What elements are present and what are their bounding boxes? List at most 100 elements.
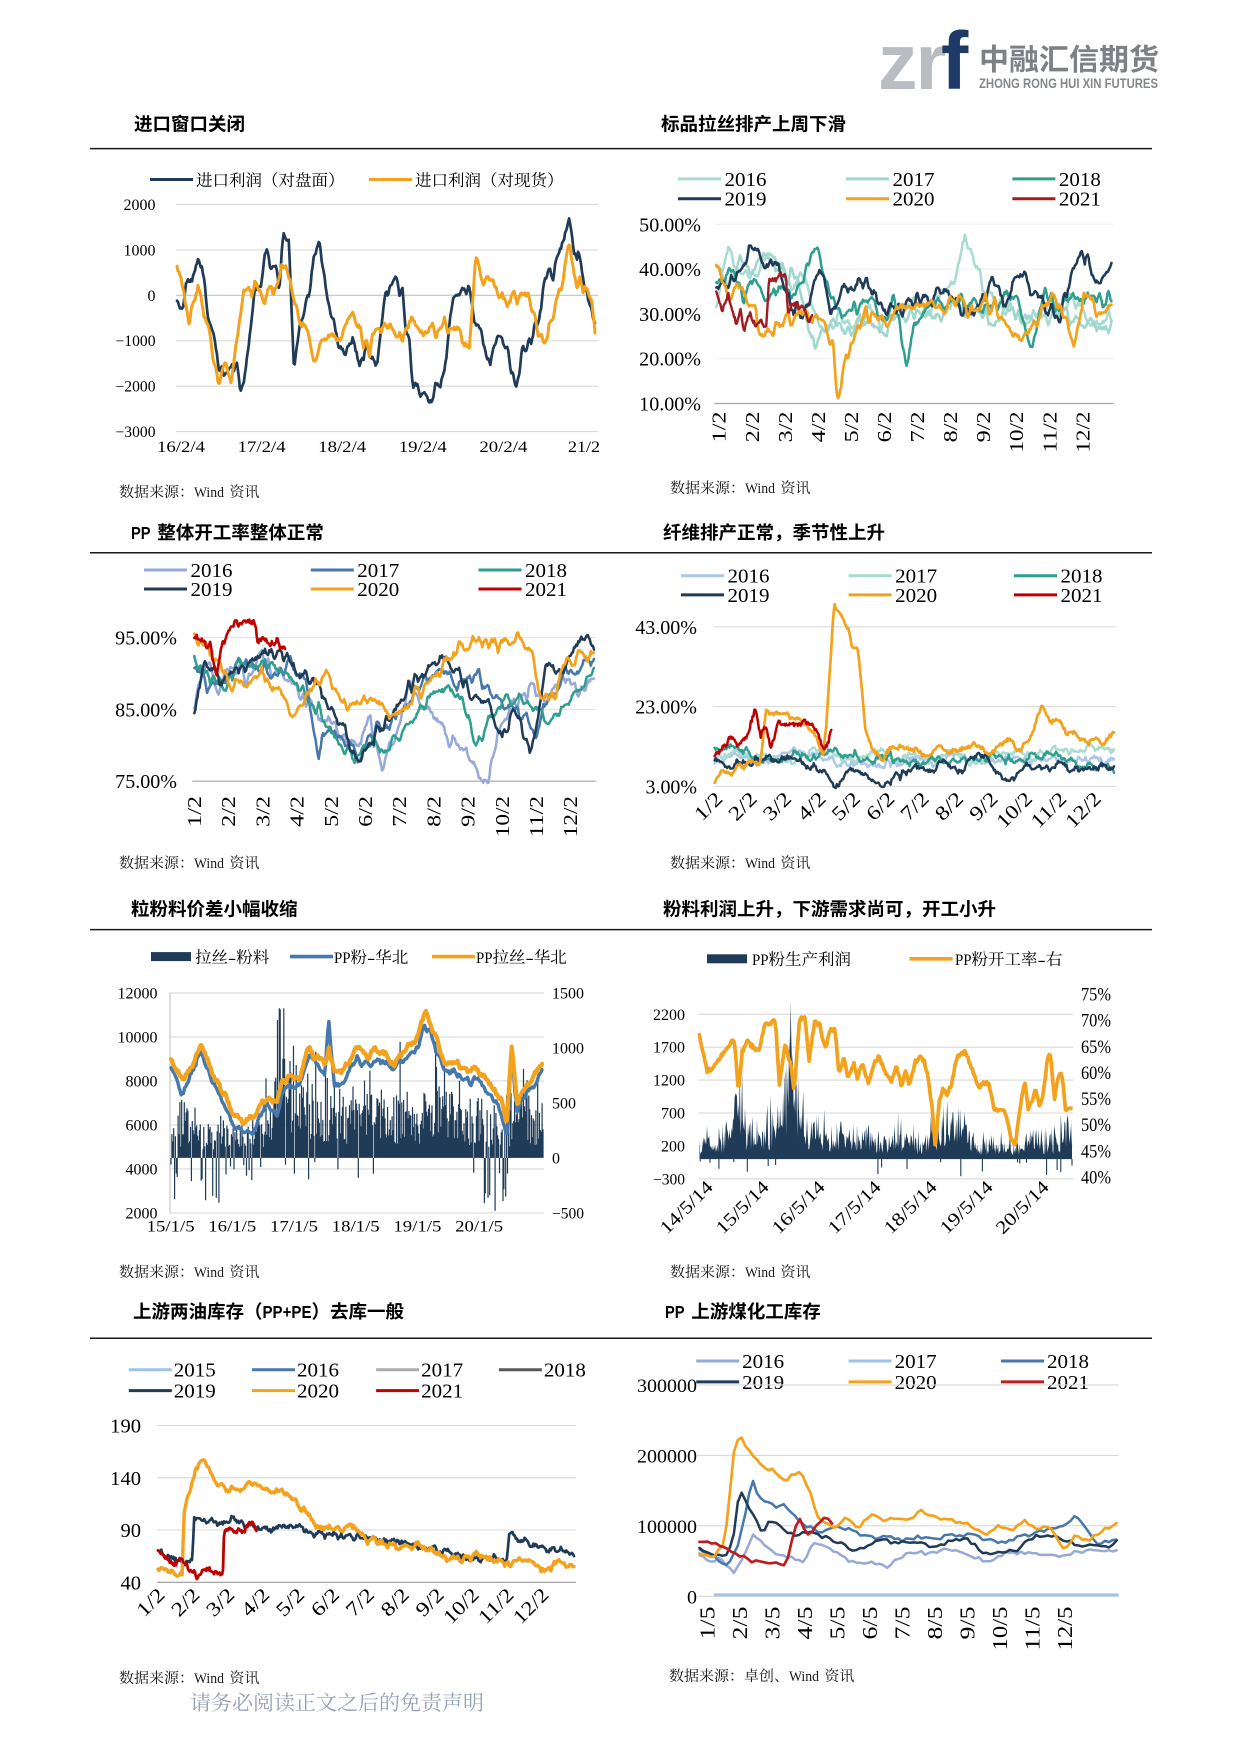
svg-text:11/2: 11/2: [526, 796, 548, 837]
svg-text:16/2/4: 16/2/4: [157, 439, 205, 456]
svg-text:8/2: 8/2: [423, 796, 445, 827]
svg-text:2016: 2016: [297, 1360, 339, 1382]
svg-text:Wind: Wind: [194, 1671, 225, 1687]
svg-text:23.00%: 23.00%: [635, 697, 697, 719]
svg-text:100000: 100000: [637, 1517, 697, 1538]
svg-text:2/5: 2/5: [728, 1607, 752, 1640]
svg-text:1500: 1500: [552, 985, 584, 1002]
svg-text:2017: 2017: [893, 169, 935, 191]
svg-text:2019: 2019: [191, 579, 233, 601]
svg-text:2018: 2018: [544, 1360, 586, 1382]
svg-text:2019: 2019: [728, 585, 770, 607]
svg-text:ZHONG RONG HUI XIN FUTURES: ZHONG RONG HUI XIN FUTURES: [979, 75, 1158, 91]
svg-text:5/2: 5/2: [841, 412, 863, 443]
svg-text:2017: 2017: [421, 1360, 463, 1382]
svg-text:2017: 2017: [895, 566, 937, 588]
svg-text:1000: 1000: [124, 242, 156, 259]
svg-text:43.00%: 43.00%: [635, 617, 697, 639]
svg-text:2/2: 2/2: [742, 412, 764, 443]
svg-text:700: 700: [661, 1106, 685, 1123]
svg-text:PP: PP: [752, 952, 769, 969]
svg-text:200000: 200000: [637, 1446, 697, 1467]
svg-text:7/5: 7/5: [891, 1607, 915, 1640]
svg-text:5/2: 5/2: [321, 796, 343, 827]
svg-text:10000: 10000: [118, 1029, 158, 1046]
svg-text:1700: 1700: [653, 1040, 685, 1057]
svg-text:2019: 2019: [742, 1372, 784, 1394]
svg-text:2016: 2016: [725, 169, 767, 191]
svg-text:2016: 2016: [191, 560, 233, 582]
svg-text:2020: 2020: [297, 1381, 339, 1403]
svg-text:Wind: Wind: [789, 1669, 820, 1685]
svg-text:6/5: 6/5: [858, 1607, 882, 1640]
svg-text:2019: 2019: [725, 189, 767, 211]
svg-text:3.00%: 3.00%: [646, 776, 698, 798]
svg-text:8/5: 8/5: [923, 1607, 947, 1640]
svg-text:11/2: 11/2: [1039, 412, 1061, 453]
svg-text:PP: PP: [131, 523, 151, 543]
svg-text:65%: 65%: [1081, 1037, 1111, 1058]
svg-text:2016: 2016: [742, 1351, 784, 1373]
svg-text:190: 190: [110, 1416, 141, 1438]
svg-text:−300: −300: [653, 1171, 685, 1188]
svg-text:−500: −500: [552, 1205, 584, 1222]
svg-text:12/5: 12/5: [1053, 1607, 1077, 1651]
svg-text:500: 500: [552, 1095, 576, 1112]
svg-text:−3000: −3000: [116, 424, 156, 441]
svg-text:0: 0: [552, 1150, 560, 1167]
svg-text:6000: 6000: [126, 1117, 158, 1134]
svg-text:2015: 2015: [174, 1360, 216, 1382]
svg-text:200: 200: [661, 1138, 685, 1155]
svg-text:7/2: 7/2: [907, 412, 929, 443]
svg-text:2021: 2021: [1047, 1372, 1089, 1394]
svg-text:9/2: 9/2: [973, 412, 995, 443]
svg-text:50%: 50%: [1081, 1115, 1111, 1136]
svg-text:3/5: 3/5: [761, 1607, 785, 1640]
svg-text:1200: 1200: [653, 1073, 685, 1090]
svg-text:2020: 2020: [893, 189, 935, 211]
svg-text:8/2: 8/2: [940, 412, 962, 443]
svg-text:95.00%: 95.00%: [115, 628, 177, 650]
svg-text:Wind: Wind: [745, 481, 776, 497]
svg-text:Wind: Wind: [745, 1265, 776, 1281]
svg-text:4/5: 4/5: [793, 1607, 817, 1640]
svg-text:Wind: Wind: [194, 485, 225, 501]
svg-text:40%: 40%: [1081, 1168, 1111, 1189]
svg-text:50.00%: 50.00%: [639, 214, 701, 236]
svg-text:5/5: 5/5: [826, 1607, 850, 1640]
svg-text:3/2: 3/2: [775, 412, 797, 443]
svg-text:Wind: Wind: [194, 1265, 225, 1281]
svg-text:2000: 2000: [124, 197, 156, 214]
svg-text:0: 0: [148, 288, 156, 305]
svg-text:PP: PP: [334, 950, 351, 967]
svg-text:9/5: 9/5: [956, 1607, 980, 1640]
svg-text:2021: 2021: [1059, 189, 1101, 211]
svg-text:4/2: 4/2: [808, 412, 830, 443]
svg-text:-: -: [526, 950, 534, 967]
svg-text:21/2: 21/2: [568, 439, 600, 456]
svg-text:3/2: 3/2: [252, 796, 274, 827]
svg-text:PP: PP: [955, 952, 972, 969]
svg-text:2017: 2017: [357, 560, 399, 582]
svg-text:f: f: [941, 16, 969, 107]
svg-text:Wind: Wind: [194, 856, 225, 872]
svg-text:19/2/4: 19/2/4: [399, 439, 447, 456]
svg-text:2021: 2021: [525, 579, 567, 601]
svg-text:0: 0: [687, 1587, 697, 1608]
svg-text:18/2/4: 18/2/4: [318, 439, 366, 456]
svg-text:6/2: 6/2: [355, 796, 377, 827]
svg-text:300000: 300000: [637, 1376, 697, 1397]
svg-text:PP: PP: [665, 1302, 685, 1322]
svg-text:30.00%: 30.00%: [639, 304, 701, 326]
svg-text:PP+PE: PP+PE: [263, 1302, 312, 1322]
svg-text:2018: 2018: [1061, 566, 1103, 588]
svg-text:9/2: 9/2: [458, 796, 480, 827]
svg-text:2/2: 2/2: [218, 796, 240, 827]
svg-text:20.00%: 20.00%: [639, 349, 701, 371]
svg-text:70%: 70%: [1081, 1011, 1111, 1032]
svg-text:18/1/5: 18/1/5: [332, 1219, 380, 1236]
svg-text:75%: 75%: [1081, 985, 1111, 1006]
svg-text:6/2: 6/2: [874, 412, 896, 443]
svg-text:140: 140: [110, 1468, 141, 1490]
svg-text:55%: 55%: [1081, 1089, 1111, 1110]
